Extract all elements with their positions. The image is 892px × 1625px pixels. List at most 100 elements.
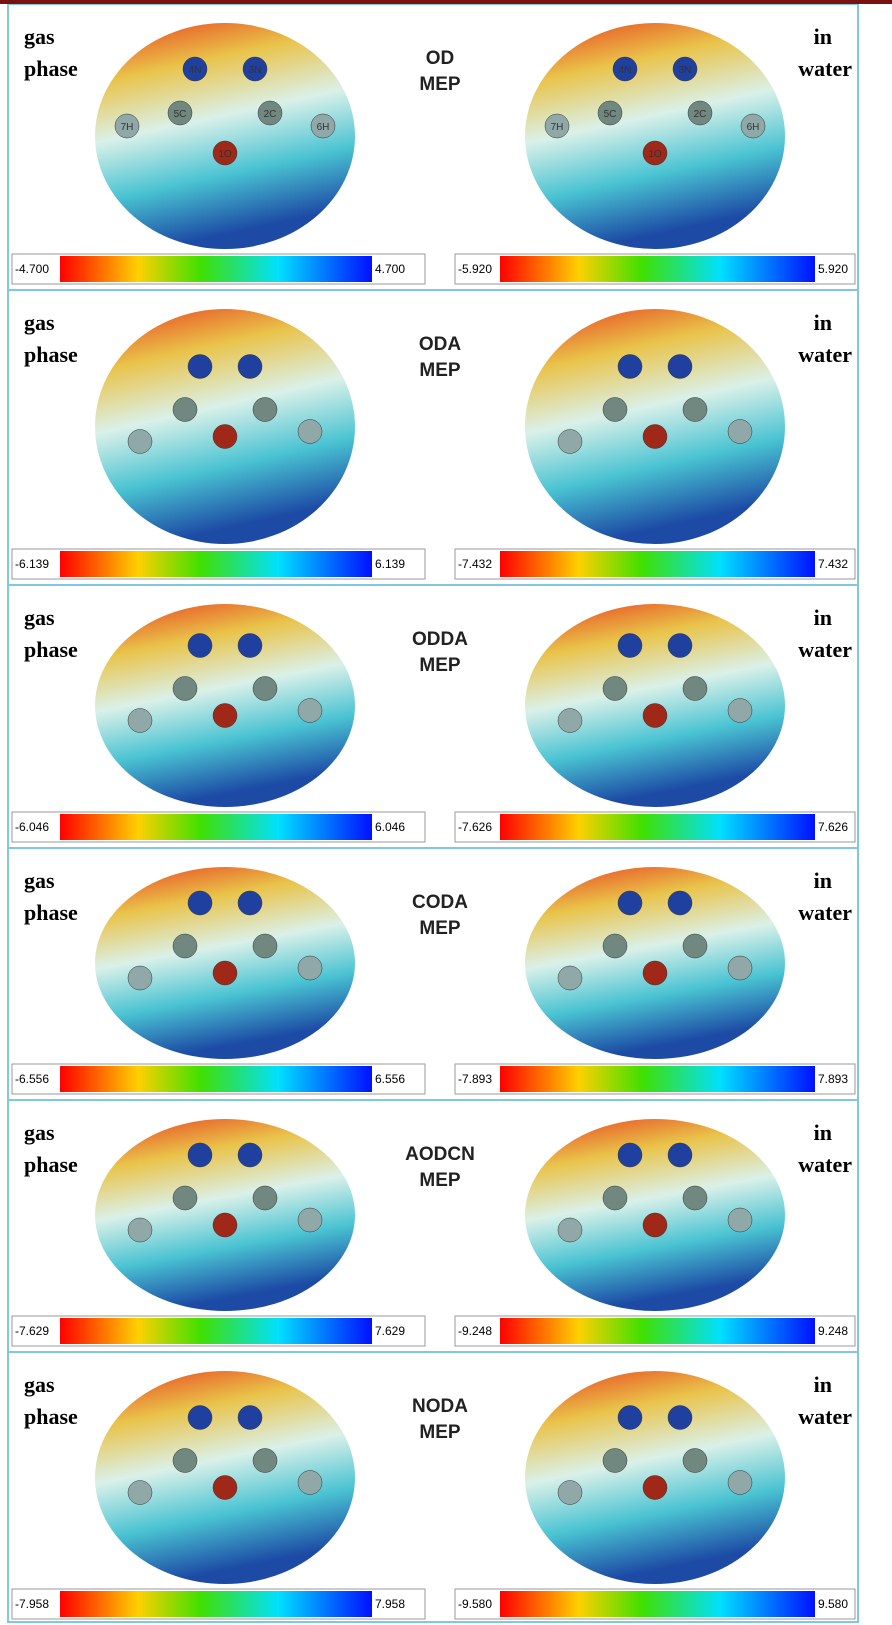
atom	[173, 1449, 197, 1473]
map-type: MEP	[419, 360, 461, 381]
atom	[238, 891, 262, 915]
atom	[558, 430, 582, 454]
atom	[213, 961, 237, 985]
row: -6.5566.556-7.8937.893gasphaseinwaterCOD…	[8, 848, 858, 1094]
atom	[668, 1406, 692, 1430]
atom	[188, 1406, 212, 1430]
atom	[173, 677, 197, 701]
left-label: phase	[24, 1404, 78, 1429]
atom	[603, 1186, 627, 1210]
atom	[213, 704, 237, 728]
atom	[728, 1471, 752, 1495]
atom	[603, 1449, 627, 1473]
atom	[683, 1449, 707, 1473]
atom	[643, 961, 667, 985]
right-label: in	[814, 1120, 832, 1145]
atom	[128, 709, 152, 733]
scale-max: 6.556	[375, 1072, 405, 1086]
left-label: gas	[24, 1120, 55, 1145]
scale-max: 7.958	[375, 1597, 405, 1611]
atom	[213, 1476, 237, 1500]
atom	[643, 1213, 667, 1237]
atom	[668, 891, 692, 915]
atom	[618, 1143, 642, 1167]
scale-min: -7.626	[458, 820, 492, 834]
color-bar	[500, 1066, 815, 1092]
color-bar	[500, 1318, 815, 1344]
left-label: phase	[24, 900, 78, 925]
scale-min: -7.893	[458, 1072, 492, 1086]
atom	[558, 1481, 582, 1505]
scale-max: 7.893	[818, 1072, 848, 1086]
left-label: gas	[24, 868, 55, 893]
map-type: MEP	[419, 655, 461, 676]
atom	[728, 956, 752, 980]
atom	[213, 425, 237, 449]
atom-label: 1O	[648, 149, 662, 160]
atom	[298, 699, 322, 723]
left-label: phase	[24, 342, 78, 367]
atom	[728, 420, 752, 444]
atom	[558, 1218, 582, 1242]
atom-label: 7H	[551, 122, 564, 133]
atom	[603, 934, 627, 958]
atom	[728, 699, 752, 723]
scale-min: -6.046	[15, 820, 49, 834]
scale-min: -7.629	[15, 1324, 49, 1338]
atom	[298, 1208, 322, 1232]
scale-min: -6.556	[15, 1072, 49, 1086]
atom	[298, 420, 322, 444]
atom	[238, 634, 262, 658]
right-label: in	[814, 310, 832, 335]
atom	[618, 634, 642, 658]
atom	[643, 704, 667, 728]
atom	[188, 355, 212, 379]
atom	[683, 934, 707, 958]
scale-max: 7.629	[375, 1324, 405, 1338]
right-label: water	[798, 900, 852, 925]
molecule-name: AODCN	[405, 1144, 475, 1165]
right-label: water	[798, 637, 852, 662]
color-bar	[500, 551, 815, 577]
left-label: phase	[24, 56, 78, 81]
atom	[603, 677, 627, 701]
atom	[253, 934, 277, 958]
scale-min: -9.248	[458, 1324, 492, 1338]
row: -7.629 7.629 -9.248 9.248 gas phase in water AOD…	[8, 1100, 858, 1346]
right-label: water	[798, 1404, 852, 1429]
molecule-name: OD	[426, 48, 455, 69]
atom	[643, 1476, 667, 1500]
left-label: phase	[24, 637, 78, 662]
atom	[253, 1449, 277, 1473]
atom	[298, 1471, 322, 1495]
right-label: in	[814, 605, 832, 630]
atom-label: 5C	[174, 109, 187, 120]
scale-max: 7.432	[818, 557, 848, 571]
atom	[298, 956, 322, 980]
right-label: water	[798, 1152, 852, 1177]
color-bar	[60, 256, 372, 282]
top-strip	[0, 0, 892, 4]
atom	[683, 677, 707, 701]
color-bar	[60, 1318, 372, 1344]
left-label: gas	[24, 1372, 55, 1397]
atom	[238, 1143, 262, 1167]
atom-label: 3N	[679, 65, 692, 76]
right-label: in	[814, 868, 832, 893]
atom-label: 7H	[121, 122, 134, 133]
color-bar	[60, 1591, 372, 1617]
molecule-name: ODA	[419, 334, 462, 355]
left-label: phase	[24, 1152, 78, 1177]
right-label: in	[814, 24, 832, 49]
scale-max: 9.248	[818, 1324, 848, 1338]
figure: 4N3N5C2C7H6H1O-4.7004.7004N3N5C2C7H6H1O-…	[0, 0, 892, 1625]
atom	[668, 355, 692, 379]
row: -6.0466.046-7.6267.626gasphaseinwaterODD…	[8, 585, 858, 842]
atom	[253, 1186, 277, 1210]
atom	[238, 1406, 262, 1430]
atom	[618, 891, 642, 915]
atom	[668, 1143, 692, 1167]
color-bar	[500, 814, 815, 840]
color-bar	[60, 814, 372, 840]
